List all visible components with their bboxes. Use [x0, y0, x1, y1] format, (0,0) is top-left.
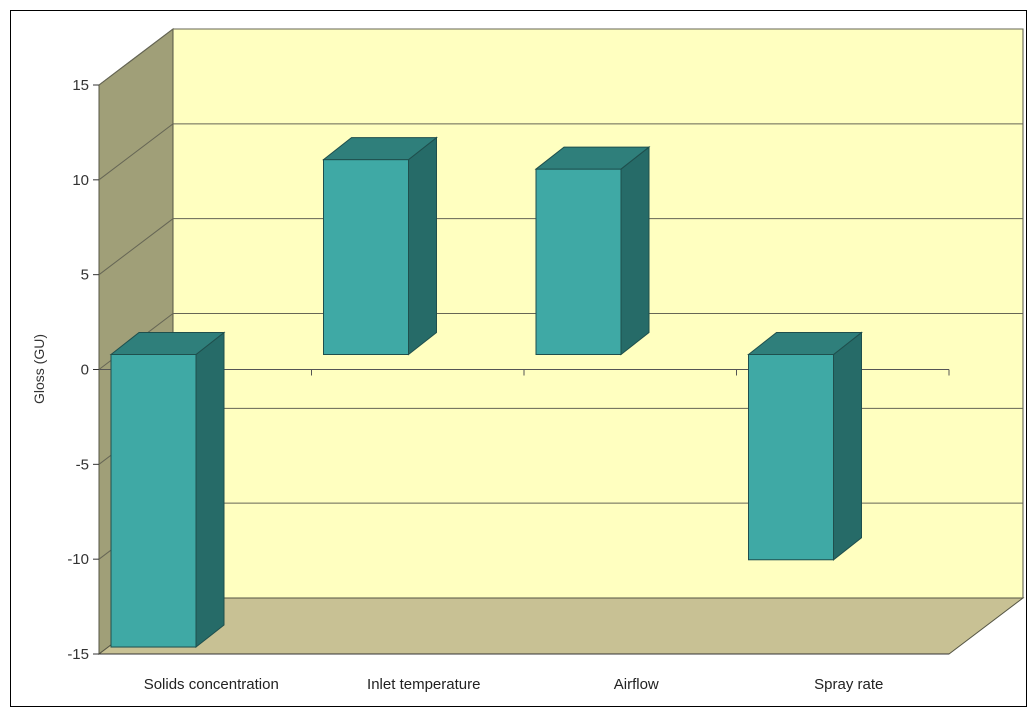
y-tick-label: -15	[67, 646, 89, 663]
bar-top	[534, 146, 651, 170]
y-tick-label: 5	[81, 267, 89, 284]
bar-front	[323, 159, 409, 355]
x-category-label: Spray rate	[814, 676, 883, 693]
y-tick-label: -10	[67, 551, 89, 568]
bar-front	[110, 354, 197, 648]
y-axis-title: Gloss (GU)	[31, 334, 47, 404]
bar-chart-3d: -15 -10 -5 0 5 10 15 Solids concentration Inlet…	[31, 27, 1025, 693]
bar	[747, 331, 863, 561]
floor	[97, 597, 1025, 655]
chart-frame: -15 -10 -5 0 5 10 15 Solids concentration Inlet…	[10, 10, 1027, 707]
y-tick-label: 10	[72, 172, 89, 189]
gridline	[98, 218, 1023, 276]
x-category-label: Inlet temperature	[367, 676, 480, 693]
bar-side	[620, 146, 650, 356]
x-category-label: Solids concentration	[144, 676, 279, 693]
bar-side	[195, 331, 225, 649]
bar-side	[833, 331, 862, 561]
bar-front	[748, 354, 834, 561]
y-tick-label: -5	[76, 456, 89, 473]
bar-side	[408, 136, 437, 356]
bar-front	[535, 168, 622, 355]
x-category-label: Airflow	[614, 676, 659, 693]
bar	[109, 331, 226, 649]
gridline	[98, 28, 1023, 86]
bar-top	[747, 332, 863, 355]
bar	[322, 136, 438, 356]
gridline	[98, 123, 1023, 181]
bar	[534, 146, 651, 356]
bar-top	[322, 137, 438, 161]
y-tick-label: 0	[81, 362, 89, 379]
bar-top	[109, 332, 226, 355]
y-tick-label: 15	[72, 77, 89, 94]
